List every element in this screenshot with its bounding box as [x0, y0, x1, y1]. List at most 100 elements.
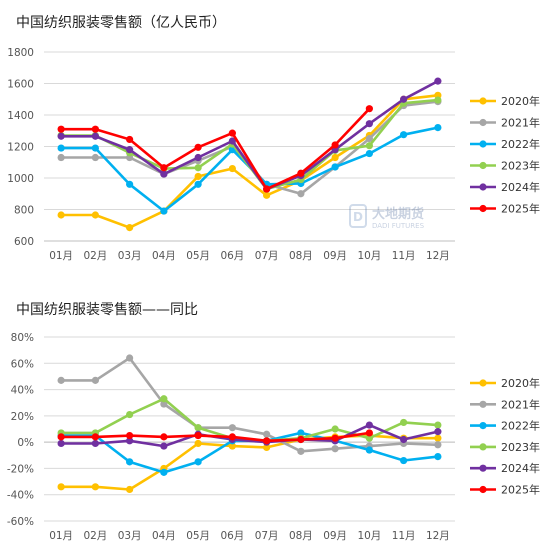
y-axis: -60% -40% -20% 0% 20% 40% 60% 80% — [7, 332, 34, 528]
data-point — [194, 180, 202, 188]
data-point — [228, 164, 236, 173]
legend-marker — [479, 400, 487, 408]
y-tick-label: 1600 — [7, 79, 34, 91]
legend-item: 2024年 — [470, 180, 540, 194]
x-tick-label: 12月 — [426, 530, 450, 542]
data-point — [228, 424, 236, 432]
data-point — [91, 483, 99, 491]
x-tick-label: 06月 — [220, 530, 244, 542]
retail-sales-chart: 中国纺织服装零售额（亿人民币） 600 800 1000 1200 1400 1600 18… — [7, 15, 540, 262]
data-point — [434, 434, 442, 442]
x-tick-label: 04月 — [152, 250, 176, 262]
data-point — [263, 185, 271, 193]
data-point — [194, 424, 202, 432]
x-tick-label: 11月 — [392, 250, 416, 262]
series-line — [59, 126, 440, 213]
data-point — [400, 435, 408, 444]
data-point — [434, 441, 442, 449]
legend-marker — [479, 464, 487, 472]
y-tick-label: 0% — [17, 437, 34, 449]
data-point — [194, 153, 202, 162]
series-2022年 — [57, 124, 442, 215]
data-point — [57, 483, 65, 491]
data-point — [57, 125, 65, 133]
data-point — [194, 431, 202, 440]
data-point — [331, 153, 339, 162]
chart-title: 中国纺织服装零售额——同比 — [16, 302, 198, 318]
data-point — [297, 447, 305, 455]
x-tick-label: 01月 — [49, 530, 73, 542]
data-point — [160, 395, 168, 403]
data-point — [126, 485, 134, 494]
x-axis: 01月 02月 03月 04月 05月 06月 07月 08月 09月 10月 11月 12月 — [49, 530, 450, 542]
data-point — [228, 137, 236, 145]
data-point — [126, 354, 134, 362]
y-axis: 600 800 1000 1200 1400 1600 1800 — [7, 47, 34, 248]
data-point — [365, 142, 373, 150]
x-tick-label: 07月 — [255, 250, 279, 262]
y-tick-label: 80% — [11, 332, 34, 344]
yoy-growth-chart: 中国纺织服装零售额——同比 -60% -40% -20% 0% 20% 40% 60% 80%… — [0, 285, 550, 552]
legend-item: 2020年 — [470, 94, 540, 108]
y-tick-label: 800 — [14, 205, 34, 217]
data-point — [331, 163, 339, 171]
chart-title: 中国纺织服装零售额（亿人民币） — [16, 15, 226, 31]
y-tick-label: -60% — [7, 516, 34, 528]
series-line — [59, 94, 440, 229]
data-point — [57, 211, 65, 219]
series-line — [59, 431, 371, 443]
data-point — [434, 428, 442, 436]
x-tick-label: 02月 — [83, 530, 107, 542]
data-point — [263, 437, 271, 445]
y-tick-label: 600 — [14, 236, 34, 248]
data-point — [160, 433, 168, 441]
legend-item: 2020年 — [470, 376, 540, 390]
data-point — [194, 143, 202, 151]
x-tick-label: 10月 — [357, 250, 381, 262]
data-point — [194, 164, 202, 172]
legend-label: 2025年 — [501, 483, 540, 497]
data-point — [263, 191, 271, 199]
legend-label: 2022年 — [501, 137, 540, 151]
x-tick-label: 10月 — [357, 530, 381, 542]
x-tick-label: 08月 — [289, 530, 313, 542]
legend-label: 2023年 — [501, 440, 540, 454]
series-line — [59, 434, 440, 491]
legend-marker — [479, 379, 487, 387]
data-point — [126, 458, 134, 466]
y-tick-label: -40% — [7, 490, 34, 502]
data-point — [434, 124, 442, 132]
plot-area — [57, 77, 442, 232]
series-line — [59, 397, 440, 443]
data-point — [331, 434, 339, 442]
data-point — [228, 129, 236, 137]
x-tick-label: 06月 — [220, 250, 244, 262]
data-point — [331, 425, 339, 433]
data-point — [365, 135, 373, 143]
data-point — [400, 456, 408, 465]
data-point — [365, 446, 373, 454]
legend-label: 2021年 — [501, 116, 540, 130]
y-tick-label: 20% — [11, 411, 34, 423]
data-point — [91, 153, 99, 162]
data-point — [365, 149, 373, 158]
x-tick-label: 12月 — [426, 250, 450, 262]
data-point — [228, 433, 236, 441]
legend-label: 2024年 — [501, 180, 540, 194]
y-tick-label: 1800 — [7, 47, 34, 59]
data-point — [57, 376, 65, 384]
data-point — [126, 180, 134, 188]
y-tick-label: 1200 — [7, 142, 34, 154]
legend-item: 2021年 — [470, 397, 540, 411]
data-point — [91, 125, 99, 133]
data-point — [126, 410, 134, 419]
data-point — [400, 95, 408, 103]
legend-label: 2024年 — [501, 461, 540, 475]
data-point — [194, 439, 202, 448]
data-point — [400, 418, 408, 427]
data-point — [160, 468, 168, 476]
legend: 2020年 2021年 2022年 2023年 2024年 2025年 — [470, 376, 540, 497]
data-point — [126, 431, 134, 440]
legend-item: 2025年 — [470, 202, 540, 216]
legend-marker — [479, 140, 487, 148]
